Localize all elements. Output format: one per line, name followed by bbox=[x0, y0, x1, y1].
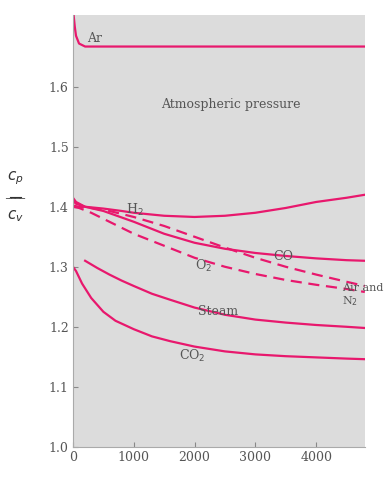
Text: H$_2$: H$_2$ bbox=[126, 202, 144, 218]
Text: Steam: Steam bbox=[198, 305, 238, 318]
Text: $c_p$: $c_p$ bbox=[7, 169, 24, 187]
Text: ────: ──── bbox=[5, 193, 25, 202]
Text: O$_2$: O$_2$ bbox=[195, 257, 212, 273]
Text: $c_v$: $c_v$ bbox=[7, 209, 24, 224]
Text: Ar: Ar bbox=[87, 32, 102, 45]
Text: CO$_2$: CO$_2$ bbox=[179, 348, 206, 364]
Text: CO: CO bbox=[273, 250, 294, 263]
Text: Atmospheric pressure: Atmospheric pressure bbox=[161, 98, 301, 111]
Text: Air and
N$_2$: Air and N$_2$ bbox=[342, 283, 383, 308]
